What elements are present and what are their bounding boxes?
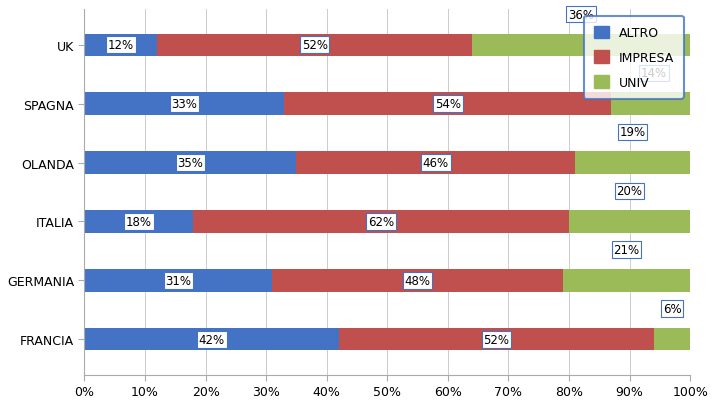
Text: 54%: 54% [435,98,461,111]
Bar [194,211,569,233]
Text: 12%: 12% [108,39,134,52]
Text: 62%: 62% [368,215,394,228]
Bar [339,328,654,351]
Text: 20%: 20% [616,185,643,198]
Legend: ALTRO, IMPRESA, UNIV: ALTRO, IMPRESA, UNIV [583,17,684,100]
Bar [84,93,285,115]
Text: 35%: 35% [177,157,203,170]
Text: 21%: 21% [613,244,640,257]
Bar [84,34,157,57]
Text: 48%: 48% [405,274,430,287]
Bar [569,211,690,233]
Bar [84,152,297,174]
Bar [84,211,194,233]
Text: 33%: 33% [172,98,197,111]
Text: 42%: 42% [199,333,225,346]
Bar [84,269,272,292]
Text: 46%: 46% [423,157,449,170]
Text: 52%: 52% [483,333,509,346]
Bar [297,152,575,174]
Bar [157,34,472,57]
Text: 52%: 52% [302,39,327,52]
Bar [84,328,339,351]
Bar [272,269,563,292]
Text: 19%: 19% [619,126,646,139]
Bar [285,93,611,115]
Bar [472,34,690,57]
Text: 6%: 6% [663,303,681,315]
Text: 36%: 36% [568,9,594,21]
Bar [611,93,696,115]
Text: 18%: 18% [126,215,152,228]
Text: 14%: 14% [641,67,667,80]
Text: 31%: 31% [165,274,192,287]
Bar [575,152,690,174]
Bar [563,269,690,292]
Bar [654,328,690,351]
